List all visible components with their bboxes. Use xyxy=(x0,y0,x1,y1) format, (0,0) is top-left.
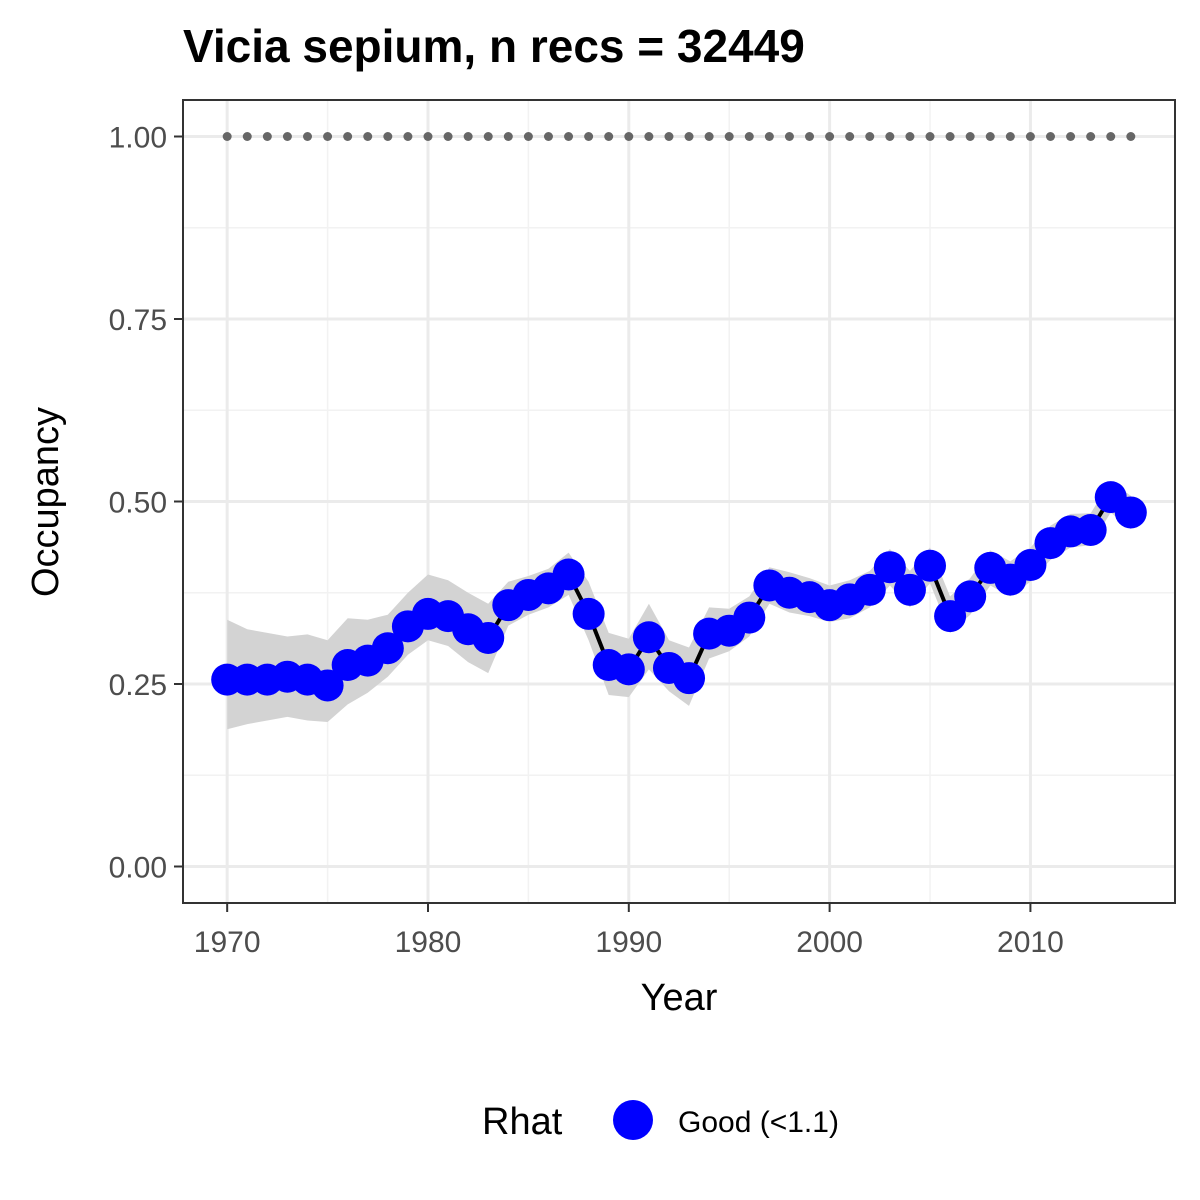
reference-point xyxy=(383,132,393,141)
legend-label-good: Good (<1.1) xyxy=(678,1106,839,1139)
data-point xyxy=(914,549,947,582)
y-tick-label: 1.00 xyxy=(109,122,167,155)
reference-point xyxy=(303,132,313,141)
data-point xyxy=(472,622,505,655)
reference-point xyxy=(363,132,373,141)
reference-point xyxy=(825,132,835,141)
reference-point xyxy=(483,132,493,141)
occupancy-points xyxy=(211,481,1147,702)
reference-point xyxy=(1045,132,1055,141)
data-point xyxy=(371,632,404,665)
reference-point xyxy=(644,132,654,141)
x-axis: 1970 1980 1990 2000 2010 xyxy=(194,903,1064,959)
data-point xyxy=(1114,496,1147,529)
chart-title: Vicia sepium, n recs = 32449 xyxy=(183,20,805,72)
reference-point xyxy=(784,132,794,141)
reference-point xyxy=(965,132,975,141)
legend-title: Rhat xyxy=(482,1101,563,1143)
data-point xyxy=(733,601,766,634)
reference-point xyxy=(764,132,774,141)
reference-point xyxy=(744,132,754,141)
data-point xyxy=(673,662,706,695)
reference-points xyxy=(222,132,1136,141)
reference-point xyxy=(1126,132,1136,141)
reference-point xyxy=(704,132,714,141)
x-tick-label: 1970 xyxy=(194,926,261,959)
reference-point xyxy=(724,132,734,141)
y-tick-label: 0.75 xyxy=(109,304,167,337)
data-point xyxy=(853,573,886,606)
reference-point xyxy=(664,132,674,141)
reference-point xyxy=(985,132,995,141)
reference-point xyxy=(343,132,353,141)
reference-point xyxy=(463,132,473,141)
reference-point xyxy=(684,132,694,141)
data-point xyxy=(552,558,585,591)
legend-key-good xyxy=(613,1100,653,1140)
x-tick-label: 2000 xyxy=(796,926,863,959)
data-point xyxy=(893,573,926,606)
reference-point xyxy=(805,132,815,141)
data-point xyxy=(1014,549,1047,582)
x-tick-label: 1990 xyxy=(595,926,662,959)
y-tick-label: 0.25 xyxy=(109,669,167,702)
y-axis-title: Occupancy xyxy=(25,407,67,597)
reference-point xyxy=(222,132,232,141)
reference-point xyxy=(282,132,292,141)
data-point xyxy=(572,597,605,630)
reference-point xyxy=(242,132,252,141)
reference-point xyxy=(845,132,855,141)
reference-point xyxy=(423,132,433,141)
reference-point xyxy=(584,132,594,141)
reference-point xyxy=(945,132,955,141)
reference-point xyxy=(865,132,875,141)
reference-point xyxy=(905,132,915,141)
reference-point xyxy=(262,132,272,141)
reference-point xyxy=(503,132,513,141)
legend: Rhat Good (<1.1) xyxy=(482,1100,839,1143)
reference-point xyxy=(323,132,333,141)
data-point xyxy=(873,551,906,584)
data-point xyxy=(954,580,987,613)
reference-point xyxy=(523,132,533,141)
reference-point xyxy=(1106,132,1116,141)
reference-point xyxy=(1025,132,1035,141)
data-point xyxy=(311,669,344,702)
reference-point xyxy=(564,132,574,141)
reference-point xyxy=(1086,132,1096,141)
plot-panel xyxy=(182,99,1176,904)
y-axis: 0.00 0.25 0.50 0.75 1.00 xyxy=(109,122,183,885)
data-point xyxy=(612,653,645,686)
data-point xyxy=(632,621,665,654)
x-tick-label: 2010 xyxy=(997,926,1064,959)
data-point xyxy=(934,600,967,633)
reference-point xyxy=(1005,132,1015,141)
reference-point xyxy=(443,132,453,141)
reference-point xyxy=(624,132,634,141)
x-axis-title: Year xyxy=(641,977,718,1019)
reference-point xyxy=(543,132,553,141)
reference-point xyxy=(925,132,935,141)
data-point xyxy=(1074,513,1107,546)
reference-point xyxy=(885,132,895,141)
y-tick-label: 0.50 xyxy=(109,487,167,520)
reference-point xyxy=(1066,132,1076,141)
reference-point xyxy=(604,132,614,141)
reference-point xyxy=(403,132,413,141)
x-tick-label: 1980 xyxy=(395,926,462,959)
y-tick-label: 0.00 xyxy=(109,852,167,885)
